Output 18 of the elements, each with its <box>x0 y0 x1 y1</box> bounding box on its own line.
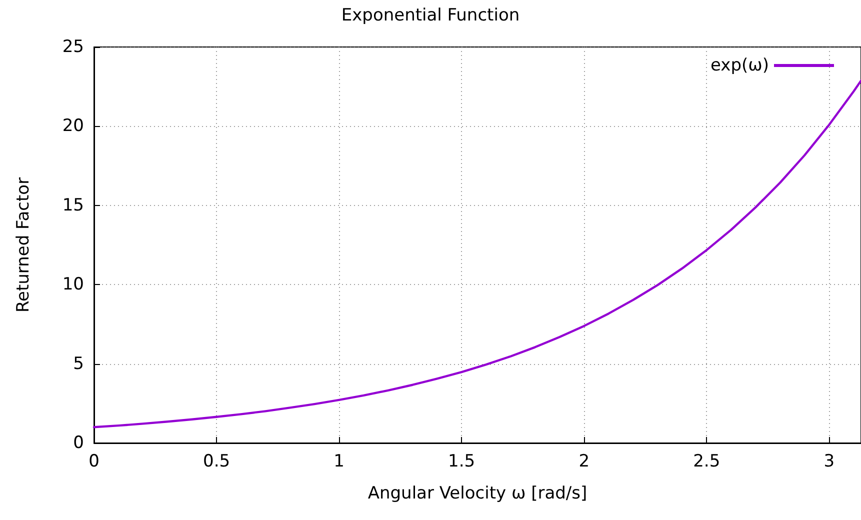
y-tick-label: 25 <box>62 37 84 57</box>
y-tick-label: 5 <box>73 354 84 374</box>
y-axis-title: Returned Factor <box>14 177 34 313</box>
line-series <box>92 80 861 428</box>
legend-label: exp(ω) <box>710 56 769 76</box>
x-tick-label: 0.5 <box>203 452 230 472</box>
x-tick-label: 2 <box>578 452 590 472</box>
y-tick-label: 20 <box>62 116 84 136</box>
x-tick-label: 1.5 <box>448 452 476 472</box>
x-tick-label: 0 <box>88 452 100 472</box>
x-axis-title: Angular Velocity ω [rad/s] <box>368 484 588 504</box>
x-tick-label: 3 <box>824 452 835 472</box>
x-tick-label: 1 <box>334 452 344 472</box>
y-tick-label: 10 <box>62 274 84 295</box>
y-tick-label: 0 <box>73 433 84 453</box>
x-tick-label: 2.5 <box>693 452 720 472</box>
chart-title: Exponential Function <box>341 6 520 26</box>
y-tick-label: 15 <box>62 195 84 216</box>
